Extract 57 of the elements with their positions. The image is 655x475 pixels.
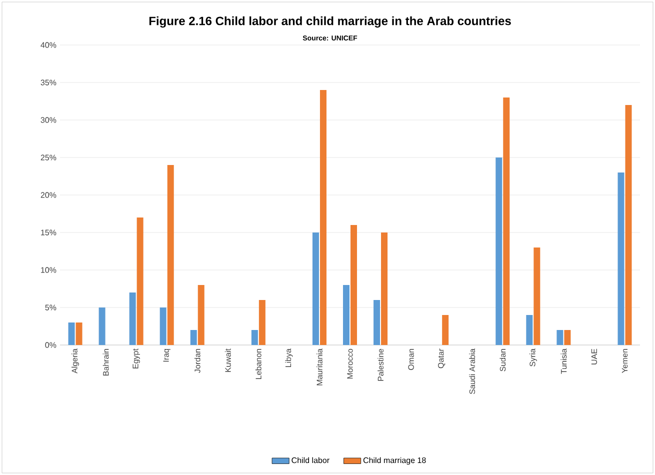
- x-tick-label: Yemen: [622, 349, 628, 373]
- x-tick-label: Mauritania: [316, 348, 322, 386]
- bar: [136, 218, 144, 345]
- bar: [167, 165, 174, 345]
- bar: [98, 308, 106, 345]
- y-tick-label: 40%: [40, 42, 56, 48]
- legend-label: Child labor: [292, 457, 330, 464]
- bar: [190, 330, 197, 345]
- x-tick-label: Syria: [529, 348, 537, 366]
- bar: [198, 285, 204, 345]
- y-tick-label: 5%: [45, 304, 56, 310]
- bar: [442, 315, 449, 345]
- x-tick-label: Iraq: [163, 349, 170, 362]
- x-tick-label: Lebanon: [255, 349, 262, 380]
- chart-title: Figure 2.16 Child labor and child marriage in the Arab countries: [149, 16, 511, 28]
- y-tick-label: 25%: [40, 154, 56, 160]
- x-tick-label: Libya: [285, 348, 293, 367]
- x-tick-label: Palestine: [378, 348, 384, 381]
- bar: [625, 105, 632, 345]
- y-tick-label: 10%: [41, 267, 56, 273]
- y-tick-label: 20%: [40, 192, 56, 198]
- bar: [129, 292, 136, 345]
- bar: [618, 172, 624, 345]
- bar: [343, 285, 350, 345]
- bar: [258, 300, 266, 345]
- bar: [320, 90, 326, 345]
- x-tick-label: Kuwait: [224, 348, 231, 372]
- bar: [76, 322, 82, 345]
- y-tick-label: 0%: [45, 342, 56, 348]
- bar: [312, 232, 319, 345]
- y-tick-label: 15%: [41, 230, 56, 236]
- bar: [251, 330, 258, 345]
- x-tick-label: Algeria: [72, 348, 79, 374]
- bar: [496, 158, 502, 345]
- bar: [374, 300, 380, 345]
- bar: [564, 330, 571, 345]
- bar: [556, 330, 564, 345]
- x-tick-label: Jordan: [194, 349, 200, 373]
- bar: [160, 308, 166, 345]
- legend-label: Child marriage 18: [363, 457, 426, 465]
- y-tick-label: 30%: [40, 117, 56, 123]
- bar: [350, 225, 358, 345]
- bar: [503, 98, 510, 345]
- x-tick-label: Morocco: [347, 348, 353, 379]
- x-tick-label: Egypt: [132, 348, 140, 368]
- x-tick-label: Tunisia: [560, 348, 567, 374]
- x-tick-label: Bahrain: [102, 349, 109, 376]
- x-tick-label: Saudi Arabia: [469, 348, 476, 394]
- x-tick-label: Oman: [408, 349, 414, 370]
- bar: [381, 232, 388, 345]
- bar: [68, 322, 75, 345]
- bar: [526, 315, 533, 345]
- bar: [534, 248, 540, 345]
- x-tick-label: Qatar: [438, 348, 446, 368]
- x-tick-label: UAE: [591, 348, 598, 364]
- y-tick-label: 35%: [40, 80, 56, 86]
- x-tick-label: Sudan: [500, 349, 506, 372]
